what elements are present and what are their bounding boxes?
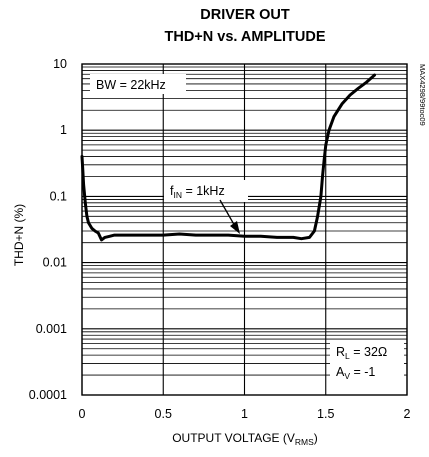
- chart-title-line1: DRIVER OUT: [200, 7, 290, 23]
- bw-annotation: BW = 22kHz: [96, 78, 166, 92]
- x-tick-label: 1: [241, 407, 248, 421]
- y-tick-labels: 0.0001 0.001 0.01 0.1 1 10: [29, 57, 67, 402]
- rl-main: R: [336, 345, 345, 359]
- x-axis-label: OUTPUT VOLTAGE (VRMS): [172, 431, 318, 447]
- chart-title-line2: THD+N vs. AMPLITUDE: [165, 29, 326, 45]
- rl-rest: = 32Ω: [350, 345, 388, 359]
- rl-sub: L: [345, 351, 350, 361]
- fin-sub: IN: [173, 190, 182, 200]
- bw-label-box: [90, 74, 186, 94]
- y-tick-label: 0.1: [50, 189, 67, 203]
- fin-arrow-line: [219, 199, 237, 229]
- plot-frame: [81, 63, 408, 396]
- x-tick-labels: 0 0.5 1 1.5 2: [79, 407, 411, 421]
- fin-rest: = 1kHz: [182, 184, 225, 198]
- y-tick-label: 1: [60, 123, 67, 137]
- series-line: [80, 73, 376, 242]
- conditions-label-box: [330, 340, 404, 382]
- y-tick-label: 0.0001: [29, 388, 67, 402]
- series-group: [80, 73, 376, 242]
- av-annotation: AV = -1: [336, 365, 375, 381]
- x-tick-label: 0: [79, 407, 86, 421]
- x-tick-label: 1.5: [317, 407, 334, 421]
- y-tick-label: 0.001: [36, 322, 67, 336]
- y-tick-label: 10: [53, 57, 67, 71]
- y-tick-label: 0.01: [43, 256, 67, 270]
- fin-main: f: [170, 184, 174, 198]
- x-axis-label-sub: RMS: [295, 437, 314, 447]
- av-main: A: [336, 365, 345, 379]
- fin-label-box: [164, 180, 248, 202]
- y-axis-label: THD+N (%): [12, 204, 26, 266]
- x-tick-label: 0.5: [155, 407, 172, 421]
- av-rest: = -1: [350, 365, 375, 379]
- fin-arrowhead: [230, 221, 240, 234]
- av-sub: V: [344, 371, 350, 381]
- fin-annotation: fIN = 1kHz: [170, 184, 225, 200]
- rl-annotation: RL = 32Ω: [336, 345, 387, 361]
- x-axis-label-main: OUTPUT VOLTAGE (V: [172, 431, 295, 445]
- x-axis-label-close: ): [314, 431, 318, 445]
- part-number: MAX4298/99toc09: [418, 64, 427, 126]
- x-tick-label: 2: [404, 407, 411, 421]
